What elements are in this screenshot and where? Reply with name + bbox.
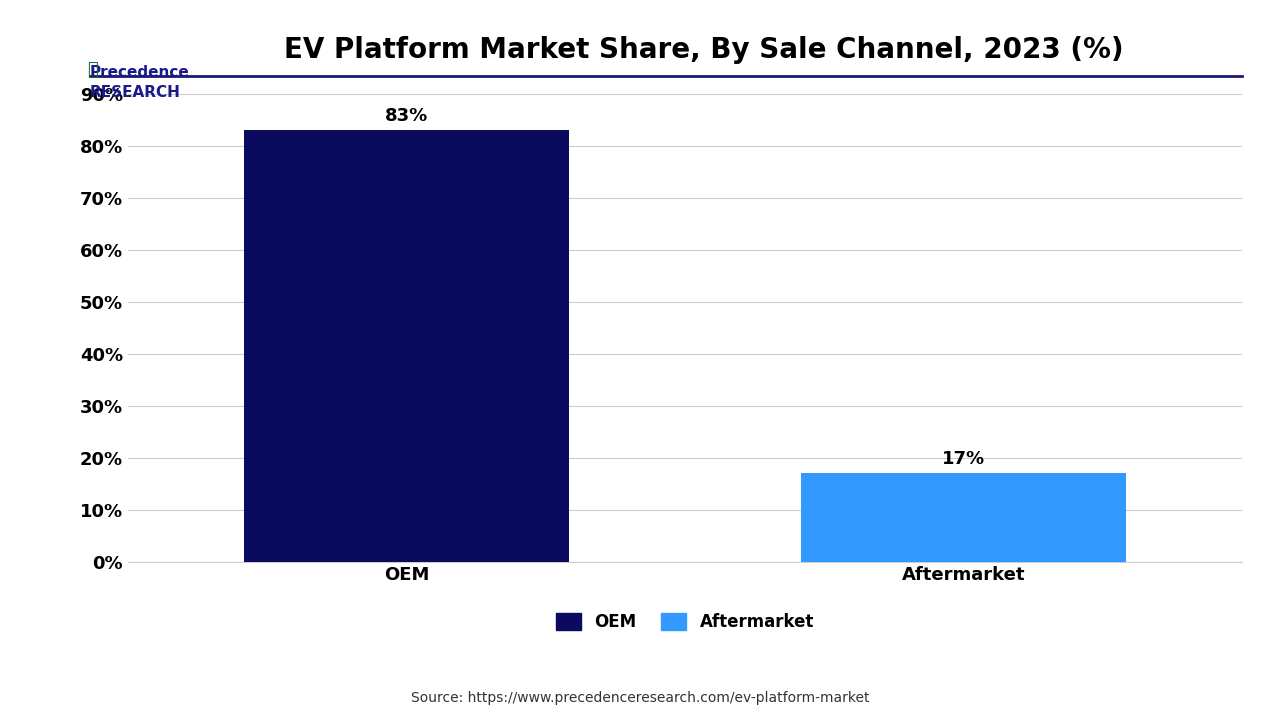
Text: EV Platform Market Share, By Sale Channel, 2023 (%): EV Platform Market Share, By Sale Channe… (284, 37, 1124, 64)
Text: 83%: 83% (385, 107, 428, 125)
Bar (244, 130, 568, 562)
Text: ᪤: ᪤ (87, 61, 97, 79)
Text: 17%: 17% (942, 450, 984, 468)
Legend: OEM, Aftermarket: OEM, Aftermarket (549, 606, 820, 637)
Text: Precedence
RESEARCH: Precedence RESEARCH (90, 65, 189, 99)
Bar (801, 473, 1125, 562)
Text: Source: https://www.precedenceresearch.com/ev-platform-market: Source: https://www.precedenceresearch.c… (411, 691, 869, 706)
